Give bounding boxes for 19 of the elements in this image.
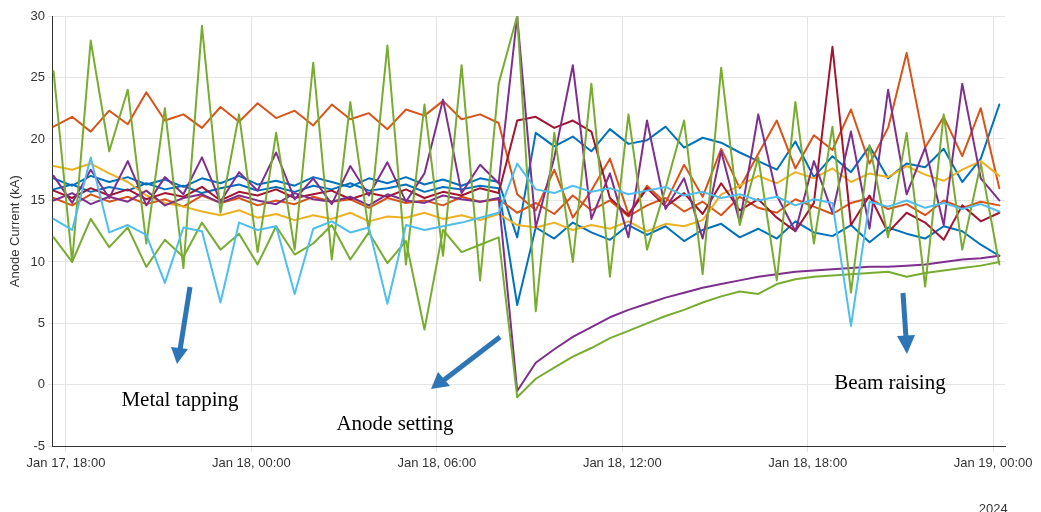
x-tick-label: Jan 18, 06:00 <box>397 454 477 470</box>
x-tick-label: Jan 17, 18:00 <box>26 454 106 470</box>
x-tick-label: Jan 18, 12:00 <box>582 454 662 470</box>
y-tick-label: 10 <box>30 253 46 269</box>
annotation: Metal tapping <box>121 386 240 411</box>
x-tick-label: Jan 18, 00:00 <box>212 454 291 470</box>
y-tick-label: -5 <box>33 437 46 453</box>
y-axis-title: Anode Current (kA) <box>7 175 23 288</box>
annotation: Beam raising <box>834 369 947 394</box>
x-tick-label: Jan 18, 18:00 <box>768 454 848 470</box>
text: 2024 <box>978 500 1008 512</box>
annotation: Anode setting <box>336 410 455 435</box>
y-tick-label: 15 <box>30 192 46 208</box>
y-tick-label: 0 <box>37 376 46 392</box>
y-tick-label: 5 <box>37 315 46 331</box>
y-tick-label: 30 <box>30 7 46 23</box>
y-tick-label: 20 <box>30 130 46 146</box>
x-tick-label: Jan 19, 00:00 <box>953 454 1033 470</box>
y-tick-label: 25 <box>30 69 46 85</box>
